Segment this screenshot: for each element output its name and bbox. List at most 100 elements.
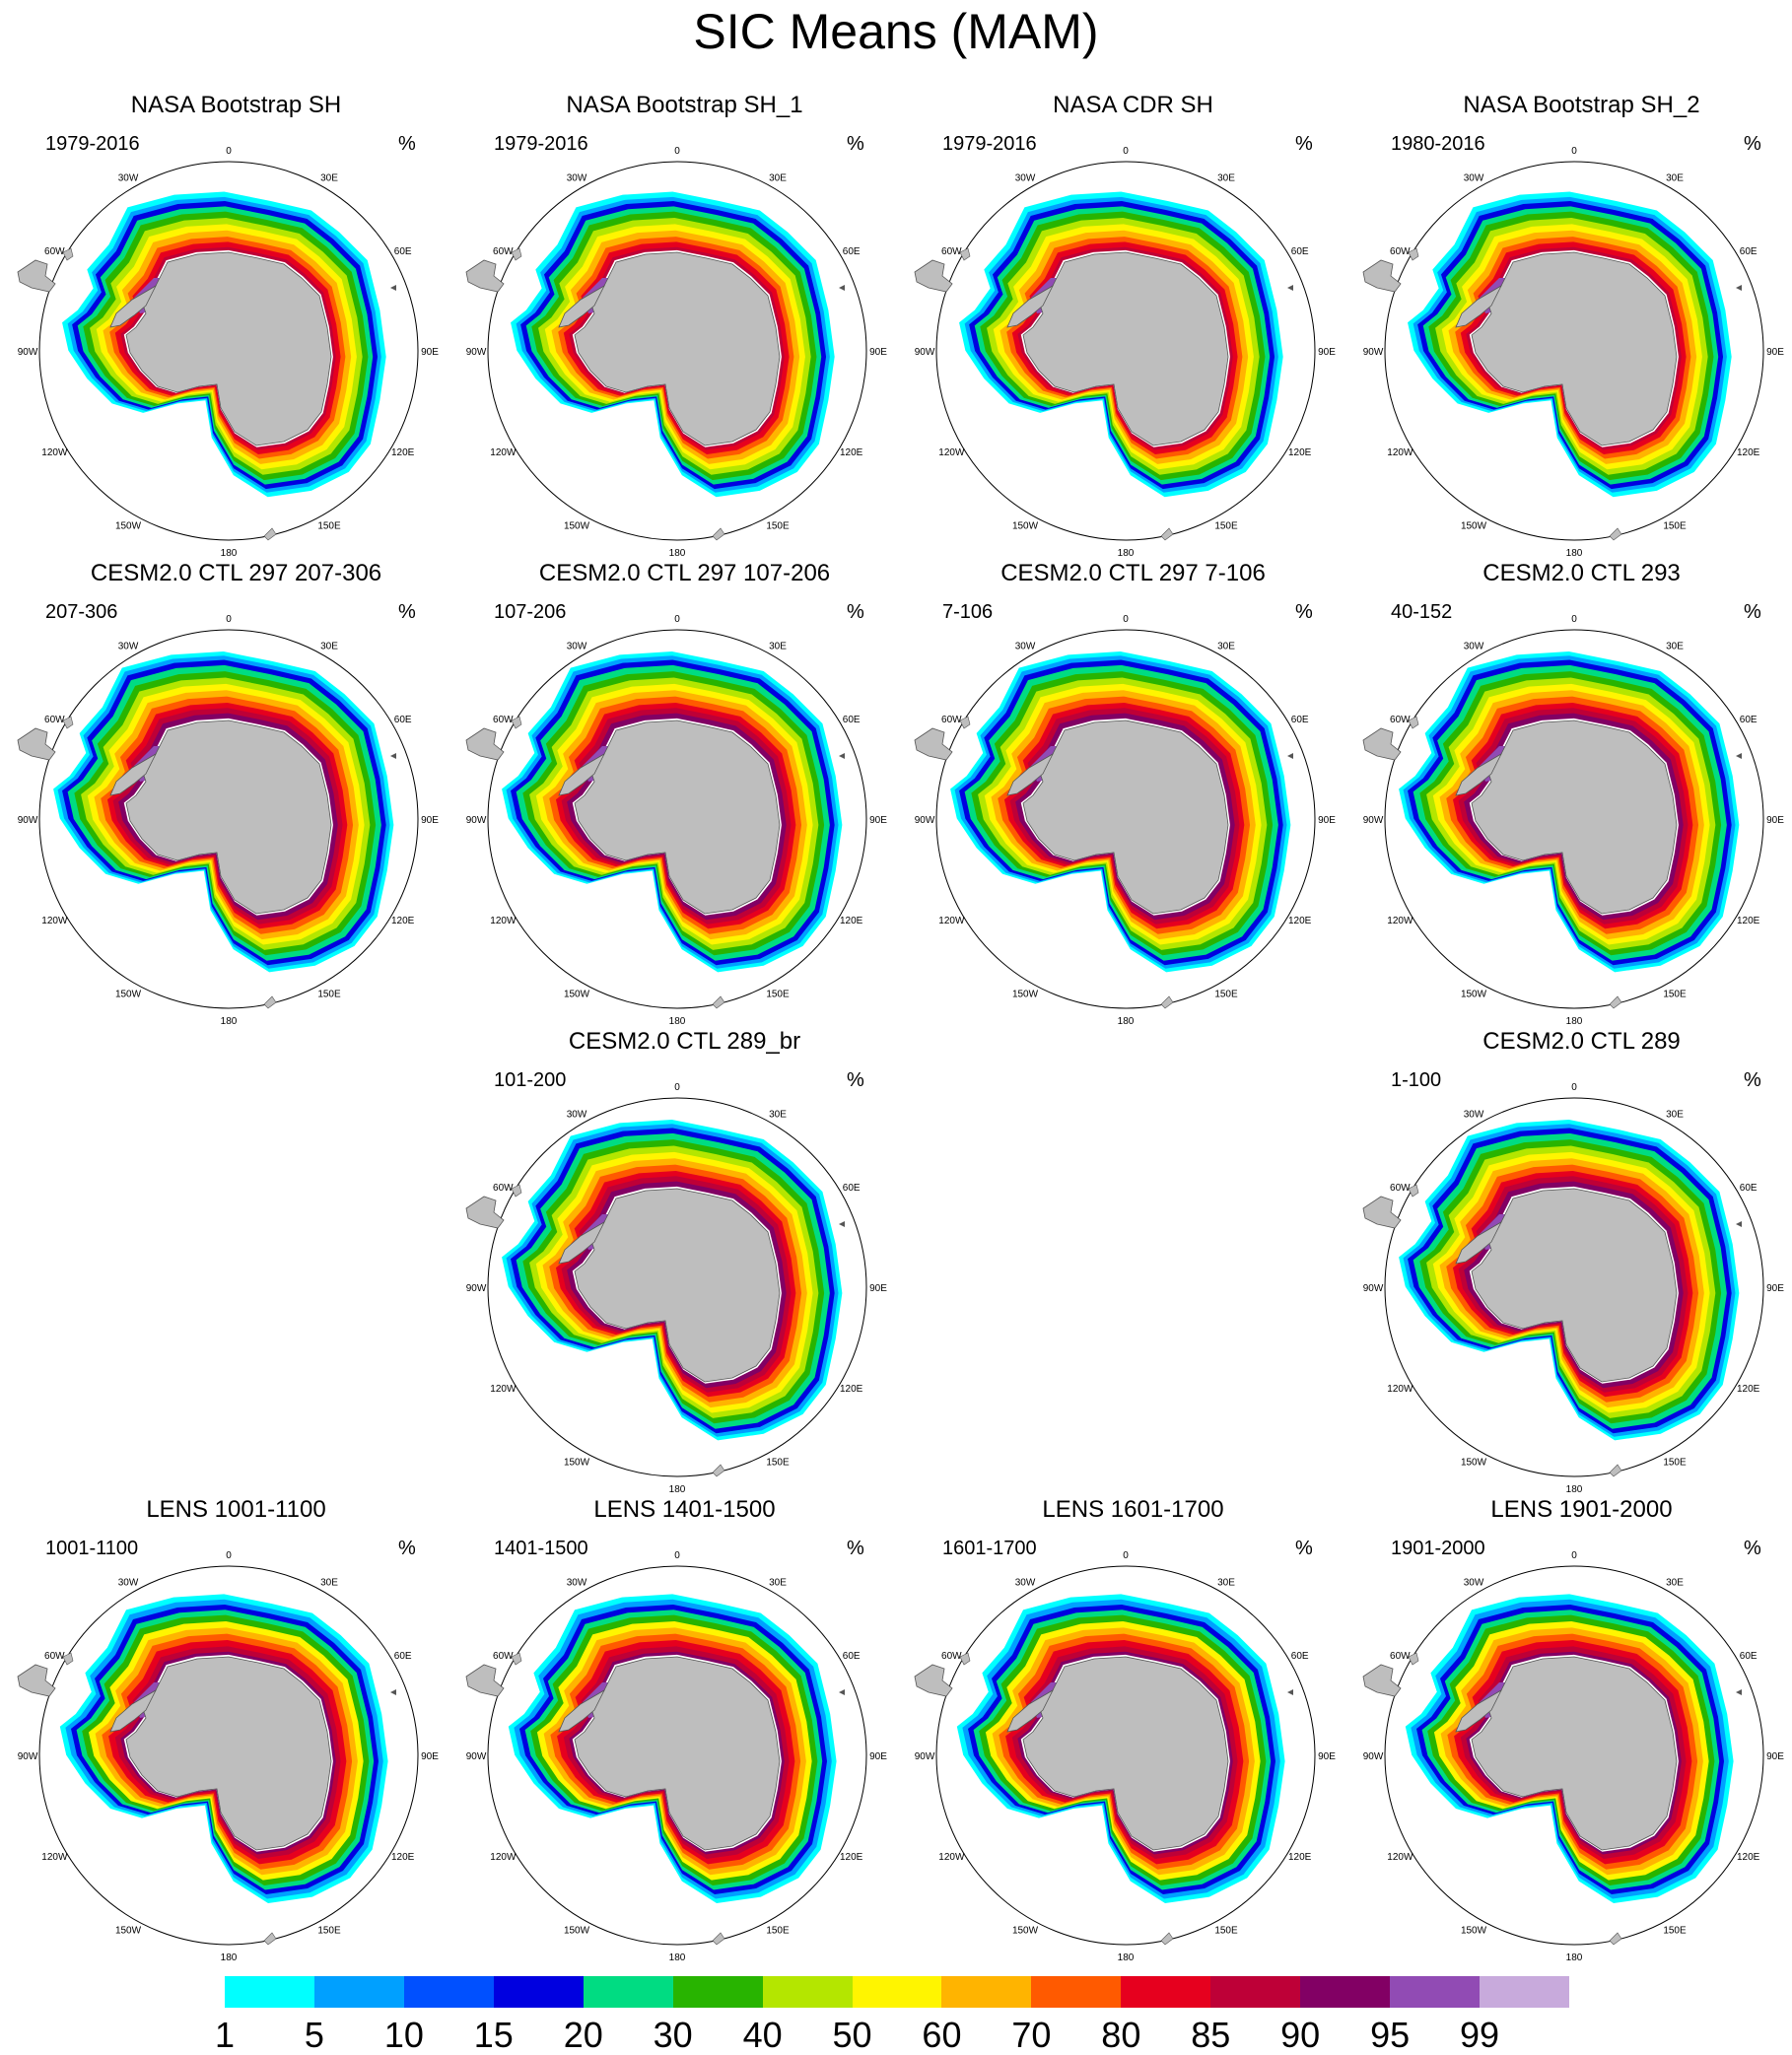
colorbar-label: 85 xyxy=(1191,2015,1231,2055)
kerguelen-island xyxy=(1736,1689,1742,1695)
longitude-label: 180 xyxy=(221,548,238,559)
longitude-label: 150E xyxy=(766,1926,790,1937)
map-panel: CESM2.0 CTL 297 107-206 107-206% 0 30E 60E 90… xyxy=(460,559,909,1027)
longitude-label: 0 xyxy=(1571,146,1577,157)
panel-units: % xyxy=(1744,601,1761,623)
longitude-label: 60E xyxy=(1291,246,1309,257)
kerguelen-island xyxy=(1287,753,1293,759)
longitude-label: 30E xyxy=(1217,1577,1235,1588)
longitude-label: 150E xyxy=(766,521,790,532)
polar-map: 0 30E 60E 90E 120E 150E 180 150W 120W 90W 60W 30W xyxy=(1362,614,1784,1027)
map-panel: LENS 1601-1700 1601-1700% 0 30E 60E 90E 120E 15… xyxy=(909,1495,1357,1963)
longitude-label: 90E xyxy=(869,1283,887,1294)
longitude-label: 30W xyxy=(118,172,139,183)
panel-title: LENS 1901-2000 xyxy=(1490,1496,1673,1523)
colorbar-swatch xyxy=(762,1976,854,2008)
longitude-label: 120W xyxy=(490,1384,517,1395)
map-panel: NASA Bootstrap SH_2 1980-2016% 0 30E 60E 90E 1… xyxy=(1357,91,1792,559)
longitude-label: 30W xyxy=(1464,1577,1484,1588)
longitude-label: 30W xyxy=(118,641,139,651)
map-panel: NASA CDR SH 1979-2016% 0 30E 60E 90E 120E 150E 1… xyxy=(909,91,1357,559)
panel-units: % xyxy=(1295,601,1313,623)
polar-map: 0 30E 60E 90E 120E 150E 180 150W 120W 90W 60W 30W xyxy=(1362,1550,1784,1963)
longitude-label: 150W xyxy=(115,521,142,532)
longitude-label: 90E xyxy=(421,815,439,826)
panel-years: 101-200 xyxy=(494,1069,567,1091)
kerguelen-island xyxy=(390,1689,396,1695)
panel-title: NASA Bootstrap SH_2 xyxy=(1463,92,1700,118)
antarctic-peninsula xyxy=(109,752,157,796)
longitude-label: 150E xyxy=(1663,1458,1687,1469)
map-panel: CESM2.0 CTL 297 207-306 207-306% 0 30E 60E 90… xyxy=(12,559,460,1027)
panel-years: 107-206 xyxy=(494,601,567,623)
longitude-label: 90W xyxy=(18,347,38,358)
falkland-islands xyxy=(511,1652,522,1666)
longitude-label: 120W xyxy=(1387,1384,1413,1395)
longitude-label: 0 xyxy=(1571,614,1577,625)
new-zealand xyxy=(1160,1932,1174,1946)
colorbar-swatch xyxy=(1300,1976,1391,2008)
longitude-label: 90W xyxy=(1363,815,1384,826)
antarctica-land xyxy=(1471,251,1678,446)
longitude-label: 30E xyxy=(320,641,338,651)
new-zealand xyxy=(1609,527,1622,541)
kerguelen-island xyxy=(1736,285,1742,291)
colorbar-label: 50 xyxy=(832,2015,872,2055)
panel-years: 1979-2016 xyxy=(942,133,1037,155)
antarctica-land xyxy=(1471,1188,1678,1383)
longitude-label: 60W xyxy=(493,715,514,725)
longitude-label: 60E xyxy=(843,246,861,257)
falkland-islands xyxy=(62,1652,74,1666)
colorbar-label: 20 xyxy=(563,2015,603,2055)
falkland-islands xyxy=(1408,247,1419,261)
antarctica-land xyxy=(1022,251,1229,446)
longitude-label: 150W xyxy=(115,1926,142,1937)
longitude-label: 90W xyxy=(18,1751,38,1762)
longitude-label: 30E xyxy=(320,1577,338,1588)
south-america xyxy=(465,1196,505,1229)
colorbar-label: 95 xyxy=(1370,2015,1411,2055)
longitude-label: 30W xyxy=(567,1577,587,1588)
polar-map: 0 30E 60E 90E 120E 150E 180 150W 120W 90W 60W 30W xyxy=(914,1550,1336,1963)
longitude-label: 150W xyxy=(564,1458,590,1469)
longitude-label: 30E xyxy=(1217,172,1235,183)
colorbar-label: 99 xyxy=(1460,2015,1500,2055)
longitude-label: 150E xyxy=(1214,521,1238,532)
new-zealand xyxy=(1609,1932,1622,1946)
colorbar-label: 10 xyxy=(383,2015,424,2055)
panel-units: % xyxy=(847,1538,864,1559)
antarctic-peninsula xyxy=(558,752,605,796)
colorbar-swatch xyxy=(672,1976,764,2008)
longitude-label: 0 xyxy=(226,146,232,157)
longitude-label: 180 xyxy=(669,1952,686,1963)
longitude-label: 0 xyxy=(226,614,232,625)
longitude-label: 30E xyxy=(1666,1577,1684,1588)
longitude-label: 120E xyxy=(1737,1852,1760,1863)
longitude-label: 90W xyxy=(466,815,487,826)
longitude-label: 150W xyxy=(115,990,142,1000)
longitude-label: 30W xyxy=(1464,172,1484,183)
longitude-label: 150W xyxy=(1461,1926,1487,1937)
map-panel: NASA Bootstrap SH 1979-2016% 0 30E 60E 90E 120… xyxy=(12,91,460,559)
panel-units: % xyxy=(1744,1538,1761,1559)
longitude-label: 90W xyxy=(1363,347,1384,358)
antarctica-land xyxy=(1022,1656,1229,1851)
longitude-label: 180 xyxy=(669,548,686,559)
colorbar-swatch xyxy=(1031,1976,1122,2008)
longitude-label: 120E xyxy=(840,916,863,926)
antarctica-land xyxy=(574,719,781,915)
antarctica-land xyxy=(1471,1656,1678,1851)
colorbar-label: 15 xyxy=(473,2015,514,2055)
panel-units: % xyxy=(847,1069,864,1091)
longitude-label: 0 xyxy=(674,1082,680,1093)
south-america xyxy=(914,1664,953,1697)
longitude-label: 90E xyxy=(1766,1283,1784,1294)
longitude-label: 120E xyxy=(1288,447,1312,458)
longitude-label: 150W xyxy=(564,990,590,1000)
panel-units: % xyxy=(1744,1069,1761,1091)
longitude-label: 90E xyxy=(421,347,439,358)
longitude-label: 60E xyxy=(1291,1651,1309,1662)
polar-map: 0 30E 60E 90E 120E 150E 180 150W 120W 90W 60W 30W xyxy=(1362,1082,1784,1495)
longitude-label: 60E xyxy=(1740,246,1758,257)
panel-units: % xyxy=(398,133,416,155)
